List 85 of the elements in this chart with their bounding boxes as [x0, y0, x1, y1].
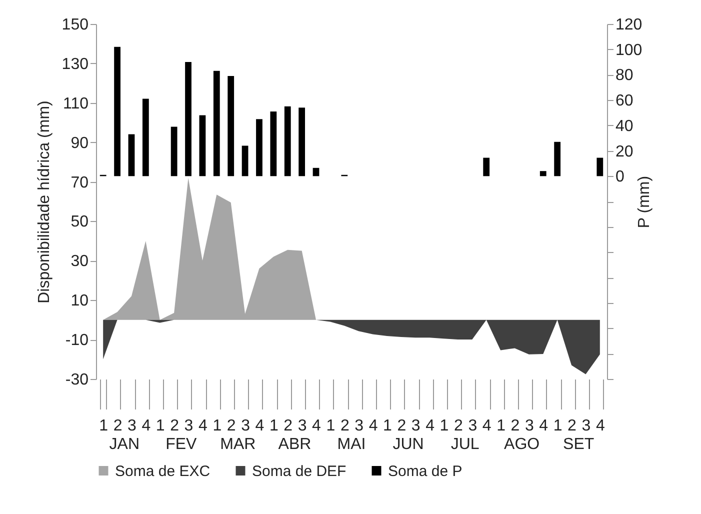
- text: MAR: [220, 436, 256, 453]
- x-tick-label: 2: [284, 418, 293, 434]
- text: AGO: [504, 436, 540, 453]
- y-tick-label: 70: [70, 174, 89, 192]
- x-tick-label: 4: [596, 418, 605, 434]
- x-tick-label: 1: [99, 418, 108, 434]
- bar: [128, 134, 135, 176]
- x-tick-label: 3: [354, 418, 364, 434]
- x-tick-label: 4: [312, 418, 322, 434]
- x-tick-label: 2: [397, 418, 406, 434]
- y-tick-label: -10: [65, 332, 89, 350]
- x-tick-label: 3: [128, 418, 137, 434]
- x-tick-label: 3: [524, 418, 534, 434]
- y2-tick-label: 100: [616, 42, 642, 59]
- bar: [185, 62, 192, 176]
- bar: [170, 126, 178, 176]
- text: MAI: [337, 436, 366, 453]
- bar: [596, 158, 604, 176]
- text: JUL: [450, 436, 480, 453]
- bar: [114, 46, 120, 176]
- x-tick-label: 1: [326, 418, 336, 434]
- legend-label: Soma de EXC: [115, 462, 210, 480]
- y2-tick-label: 20: [616, 143, 634, 160]
- x-tick-label: 4: [368, 418, 378, 434]
- y-axis-title: Disponibilidade hídrica (mm): [36, 100, 53, 304]
- y-tick-label: 90: [70, 134, 89, 152]
- text: SET: [563, 436, 594, 453]
- y2-tick-label: 40: [616, 118, 634, 135]
- y2-tick-label: 80: [616, 67, 634, 84]
- bar: [284, 106, 291, 176]
- y-tick-label: -30: [65, 372, 89, 388]
- bar: [256, 119, 262, 176]
- bar: [554, 142, 561, 176]
- bar: [213, 70, 220, 176]
- text: JUN: [392, 436, 424, 453]
- x-tick-label: 1: [212, 418, 222, 434]
- x-tick-label: 2: [510, 418, 520, 434]
- y-tick-label: 10: [70, 292, 89, 310]
- legend-label: Soma de P: [388, 462, 462, 480]
- bar: [242, 146, 248, 176]
- x-tick-label: 2: [226, 418, 236, 434]
- bar: [142, 98, 149, 176]
- bar: [270, 111, 277, 176]
- x-tick-label: 3: [298, 418, 307, 434]
- x-tick-label: 1: [269, 418, 278, 434]
- x-tick-label: 3: [241, 418, 250, 434]
- legend-label: Soma de DEF: [252, 462, 346, 480]
- y2-tick-label: 60: [616, 92, 634, 110]
- x-tick-label: 3: [184, 418, 194, 434]
- bar: [298, 108, 306, 176]
- y-tick-label: 50: [70, 214, 89, 231]
- y-tick-label: 150: [62, 16, 89, 34]
- x-tick-label: 3: [582, 418, 591, 434]
- x-tick-label: 1: [383, 418, 392, 434]
- x-tick-label: 1: [496, 418, 506, 434]
- x-tick-label: 3: [468, 418, 478, 434]
- x-tick-label: 4: [426, 418, 435, 434]
- x-tick-label: 4: [142, 418, 151, 434]
- x-tick-label: 1: [553, 418, 562, 434]
- x-tick-label: 4: [539, 418, 548, 434]
- text: ABR: [278, 436, 312, 453]
- x-tick-label: 4: [255, 418, 264, 434]
- x-tick-label: 2: [454, 418, 464, 434]
- text: JAN: [109, 436, 140, 453]
- bar: [228, 76, 234, 176]
- bar: [312, 168, 320, 176]
- bar: [540, 171, 546, 176]
- bar: [199, 115, 206, 176]
- x-tick-label: 1: [156, 418, 165, 434]
- y2-tick-label: 120: [616, 16, 642, 34]
- y-tick-label: 110: [62, 95, 89, 112]
- x-tick-label: 2: [170, 418, 180, 434]
- y2-axis-title: P (mm): [636, 176, 654, 228]
- y-tick-label: 130: [62, 56, 89, 73]
- x-tick-label: 4: [482, 418, 492, 434]
- y-tick-label: 30: [70, 253, 89, 270]
- x-tick-label: 1: [440, 418, 449, 434]
- y2-tick-label: 0: [616, 168, 624, 186]
- x-tick-label: 2: [113, 418, 122, 434]
- x-tick-label: 4: [198, 418, 208, 434]
- x-tick-label: 3: [411, 418, 420, 434]
- x-tick-label: 2: [340, 418, 350, 434]
- bar: [483, 158, 490, 176]
- x-tick-label: 2: [568, 418, 577, 434]
- text: FEV: [166, 436, 198, 453]
